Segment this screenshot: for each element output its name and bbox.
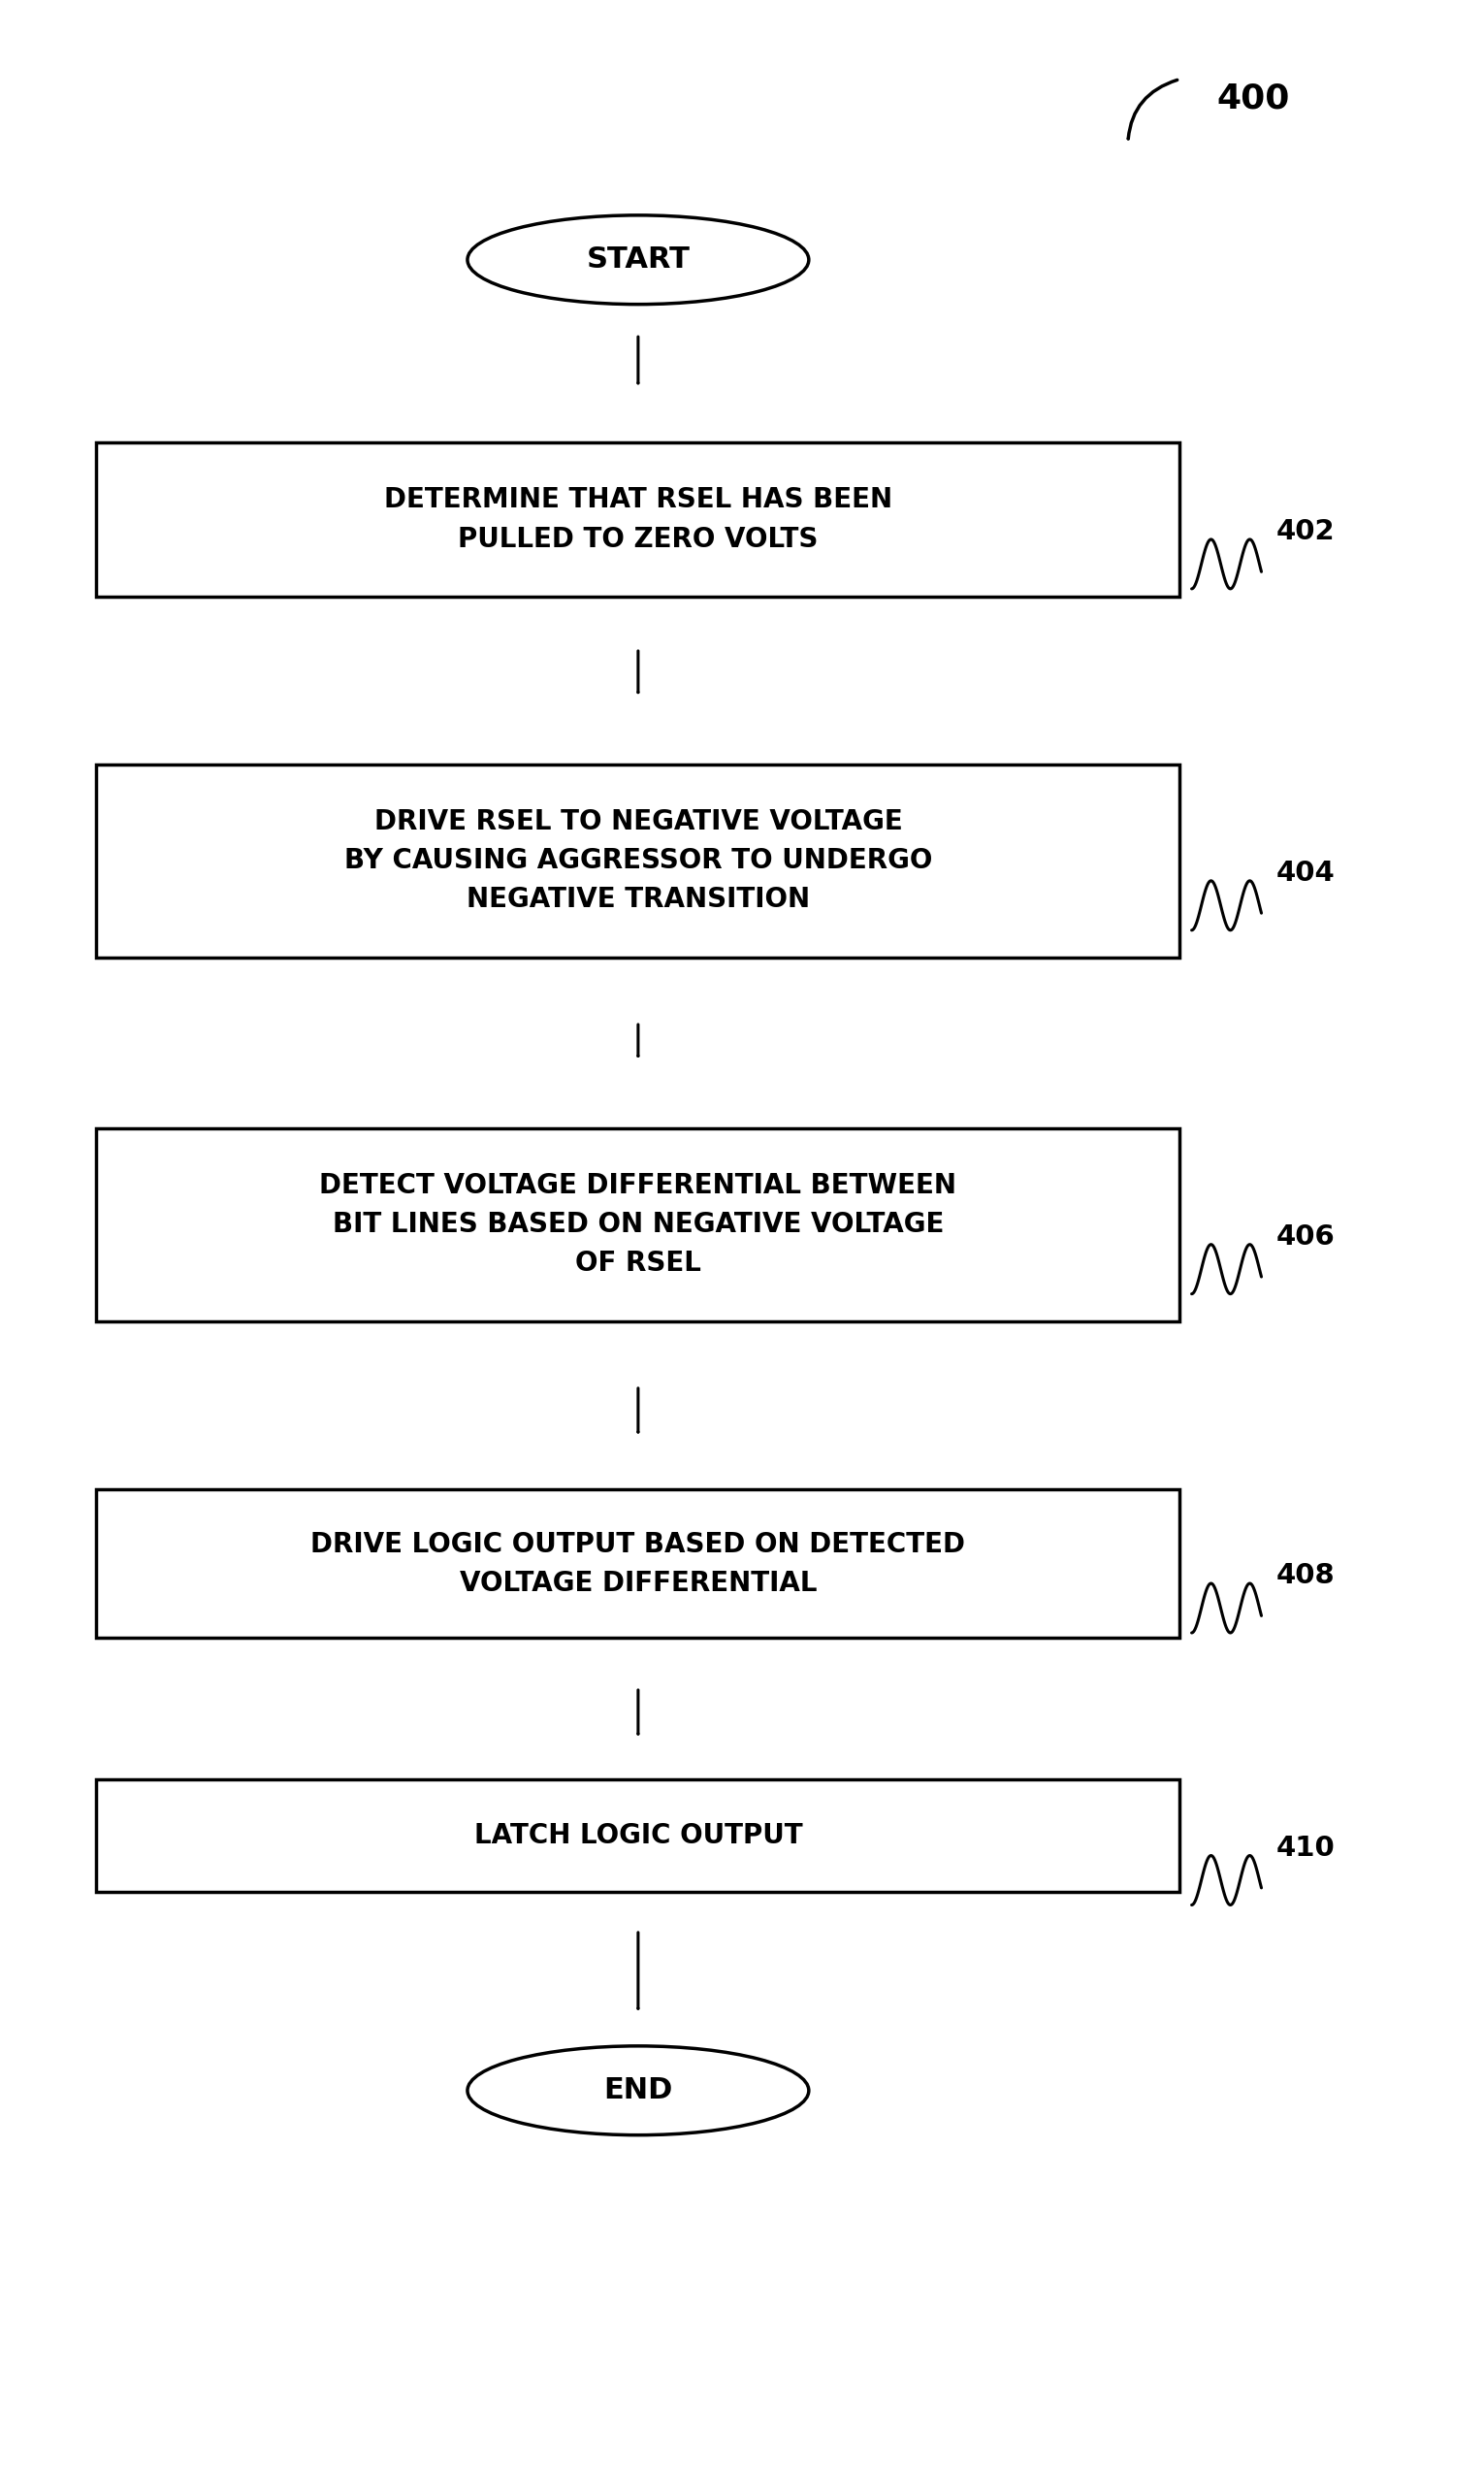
Text: DETECT VOLTAGE DIFFERENTIAL BETWEEN
BIT LINES BASED ON NEGATIVE VOLTAGE
OF RSEL: DETECT VOLTAGE DIFFERENTIAL BETWEEN BIT …	[319, 1173, 957, 1277]
FancyBboxPatch shape	[96, 1489, 1180, 1638]
FancyBboxPatch shape	[96, 1128, 1180, 1321]
Text: LATCH LOGIC OUTPUT: LATCH LOGIC OUTPUT	[473, 1823, 803, 1848]
Text: 406: 406	[1276, 1225, 1336, 1249]
Text: 404: 404	[1276, 861, 1336, 886]
Text: END: END	[604, 2076, 672, 2105]
Text: START: START	[586, 245, 690, 275]
FancyBboxPatch shape	[96, 764, 1180, 957]
Text: DETERMINE THAT RSEL HAS BEEN
PULLED TO ZERO VOLTS: DETERMINE THAT RSEL HAS BEEN PULLED TO Z…	[384, 487, 892, 552]
Text: DRIVE LOGIC OUTPUT BASED ON DETECTED
VOLTAGE DIFFERENTIAL: DRIVE LOGIC OUTPUT BASED ON DETECTED VOL…	[310, 1531, 966, 1596]
Text: DRIVE RSEL TO NEGATIVE VOLTAGE
BY CAUSING AGGRESSOR TO UNDERGO
NEGATIVE TRANSITI: DRIVE RSEL TO NEGATIVE VOLTAGE BY CAUSIN…	[344, 809, 932, 913]
Text: 400: 400	[1217, 82, 1290, 116]
FancyBboxPatch shape	[96, 443, 1180, 596]
FancyArrowPatch shape	[1128, 79, 1177, 139]
Text: 410: 410	[1276, 1836, 1336, 1860]
Text: 402: 402	[1276, 520, 1336, 544]
Text: 408: 408	[1276, 1564, 1336, 1588]
FancyBboxPatch shape	[96, 1779, 1180, 1893]
